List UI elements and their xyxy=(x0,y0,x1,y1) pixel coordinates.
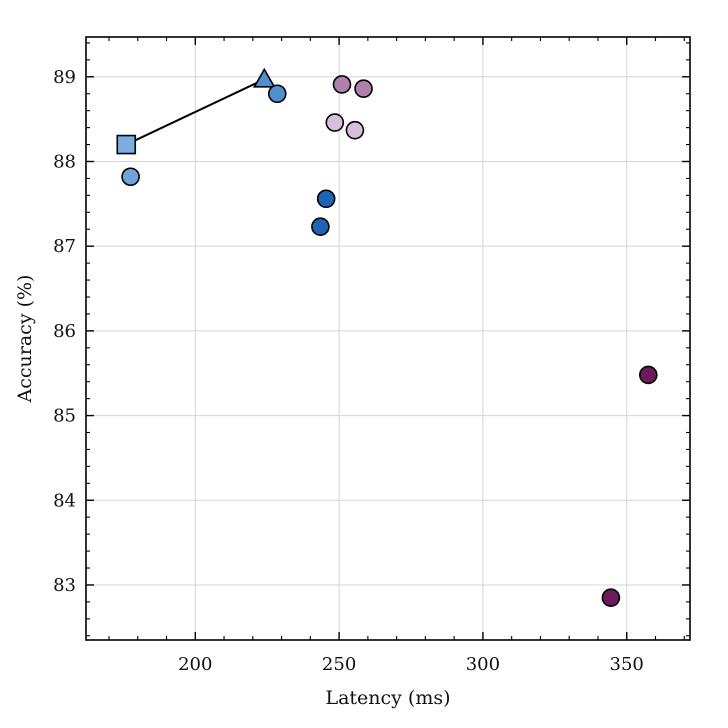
square-point xyxy=(116,134,137,155)
x-tick-label: 300 xyxy=(466,654,500,675)
data-point xyxy=(316,189,336,209)
y-tick-label: 86 xyxy=(53,321,76,342)
x-tick-label: 350 xyxy=(610,654,644,675)
triangle-point xyxy=(252,67,276,88)
minor-ticks xyxy=(86,37,690,640)
series-line xyxy=(125,78,265,146)
data-point xyxy=(354,79,373,98)
x-tick-label: 200 xyxy=(178,654,212,675)
data-point xyxy=(311,217,330,237)
data-point xyxy=(121,167,140,187)
data-point xyxy=(332,75,352,94)
y-tick-label: 83 xyxy=(53,575,76,596)
y-axis-title: Accuracy (%) xyxy=(14,275,36,404)
data-point xyxy=(267,84,287,104)
data-point xyxy=(601,588,621,607)
data-point xyxy=(325,113,345,132)
points-layer xyxy=(121,75,658,607)
plot-frame xyxy=(85,36,691,641)
data-point xyxy=(638,365,658,385)
major-ticks xyxy=(86,37,690,640)
series-layer xyxy=(116,67,276,155)
x-axis-title: Latency (ms) xyxy=(325,687,450,709)
y-tick-label: 84 xyxy=(53,490,76,511)
y-tick-label: 88 xyxy=(53,151,76,172)
grid xyxy=(86,37,690,640)
y-tick-label: 87 xyxy=(53,236,76,257)
data-point xyxy=(345,120,365,140)
y-tick-label: 89 xyxy=(53,67,76,88)
tick-labels: 200 250 300 350 83 84 85 86 87 88 89 xyxy=(53,67,644,675)
y-tick-label: 85 xyxy=(53,406,76,427)
x-tick-label: 250 xyxy=(322,654,356,675)
